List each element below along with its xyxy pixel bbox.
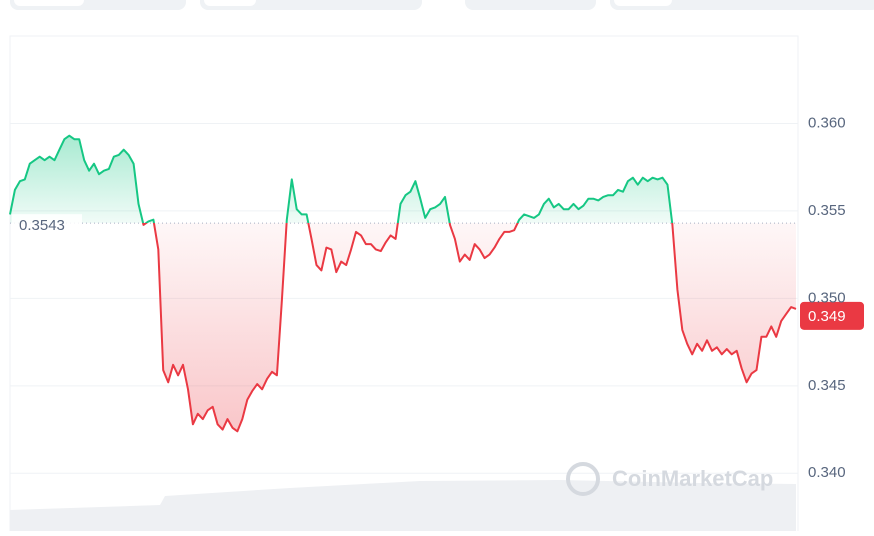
tab-bar bbox=[10, 0, 874, 10]
price-line bbox=[9, 134, 797, 433]
plot-frame bbox=[9, 35, 799, 536]
tab[interactable] bbox=[465, 0, 596, 10]
current-price-tag bbox=[800, 301, 864, 330]
y-tick-label: 0.345 bbox=[808, 377, 846, 394]
volume-area bbox=[10, 480, 796, 531]
tab-pill bbox=[204, 0, 256, 6]
tab-pill bbox=[14, 0, 84, 6]
y-tick-label: 0.355 bbox=[808, 202, 846, 219]
y-tick-label: 0.350 bbox=[808, 289, 846, 306]
watermark: CoinMarketCap bbox=[612, 466, 773, 491]
y-tick-label: 0.340 bbox=[808, 464, 846, 481]
baseline-label: 0.3543 bbox=[19, 217, 65, 234]
tab-pill bbox=[614, 0, 672, 6]
marks: 0.3543 0.349 bbox=[9, 134, 864, 433]
watermark-logo bbox=[566, 462, 600, 496]
y-tick-label: 0.360 bbox=[808, 114, 846, 131]
tab[interactable] bbox=[610, 0, 874, 10]
area bbox=[10, 135, 796, 432]
tab[interactable] bbox=[200, 0, 422, 10]
baseline-label-bg bbox=[12, 214, 82, 235]
current-price-label: 0.349 bbox=[808, 308, 846, 325]
